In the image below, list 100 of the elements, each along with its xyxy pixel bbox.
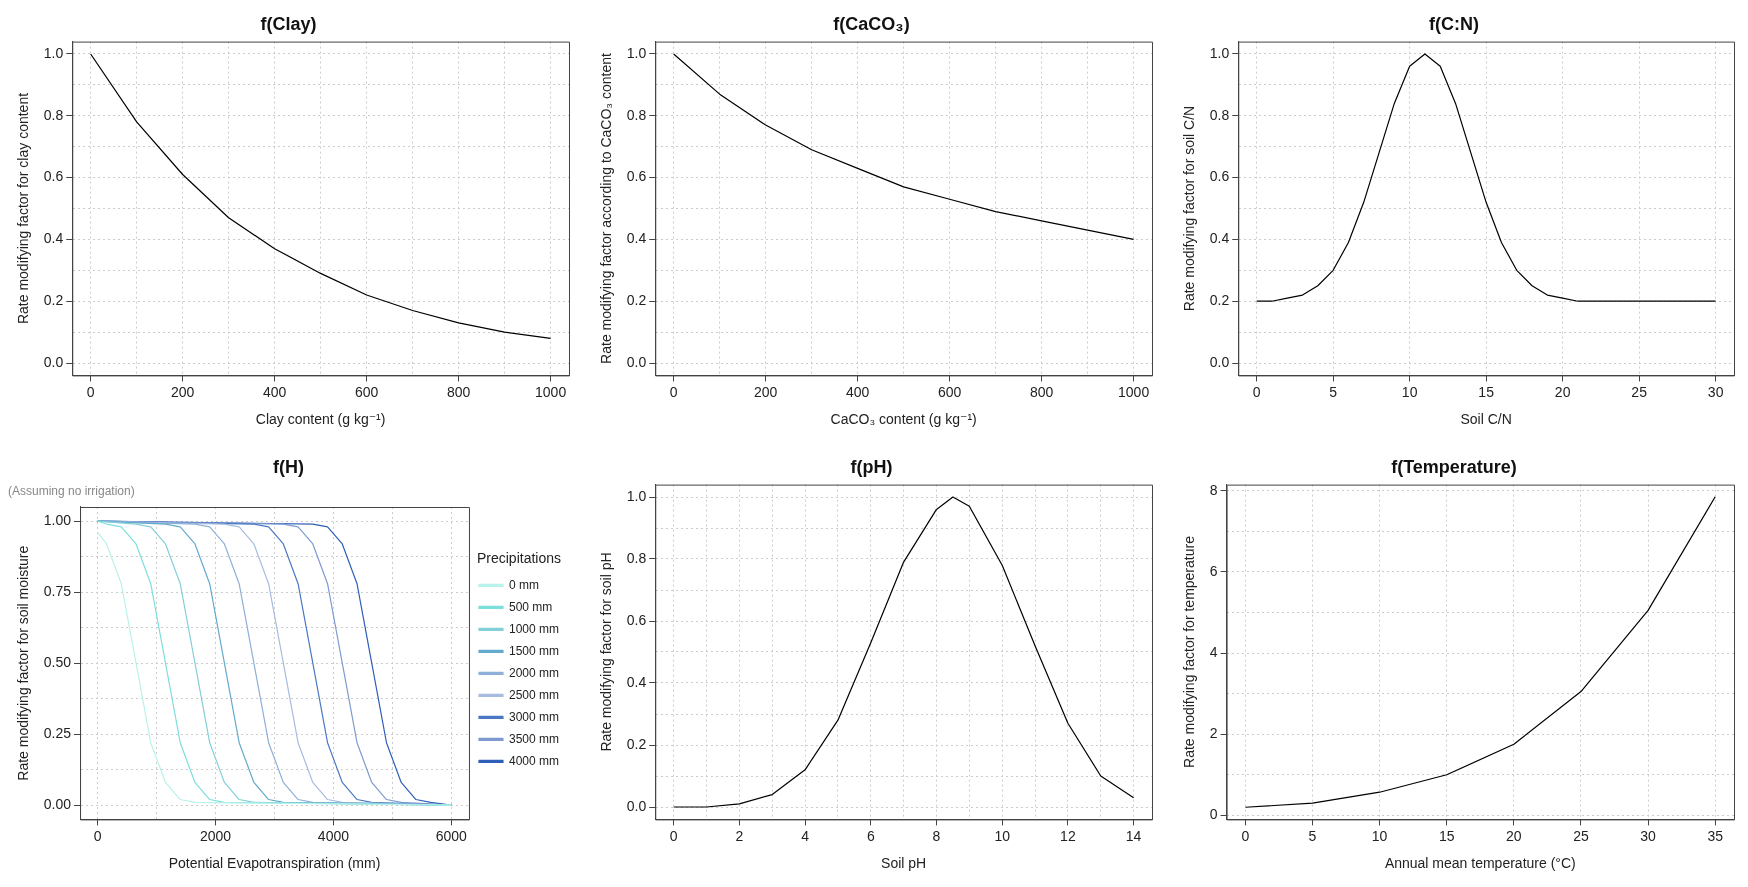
chart-title: f(Clay) [260,13,317,34]
x-tick-label: 200 [170,383,195,400]
x-tick-label: 5 [1329,383,1338,400]
y-tick-label: 8 [1209,481,1218,498]
y-tick-label: 1.0 [43,44,64,61]
x-tick-label: 30 [1640,827,1657,844]
y-tick-label: 0 [1209,806,1218,823]
x-tick-label: 6 [866,827,875,844]
x-tick-label: 2 [735,827,744,844]
x-tick-label: 8 [932,827,941,844]
x-axis-title: Soil pH [881,855,927,872]
y-tick-label: 1.0 [1209,44,1230,61]
y-tick-label: 1.00 [43,512,72,529]
y-tick-label: 0.50 [43,654,72,671]
x-axis-title: Clay content (g kg⁻¹) [255,411,386,428]
y-tick-label: 0.4 [626,230,647,247]
x-tick-label: 600 [937,383,962,400]
x-tick-label: 4000 [317,827,350,844]
x-tick-label: 6000 [435,827,468,844]
y-tick-label: 0.25 [43,725,72,742]
legend-label: 0 mm [508,577,539,592]
y-axis-title: Rate modifying factor for soil C/N [1181,105,1198,312]
x-axis-title: Potential Evapotranspiration (mm) [168,855,381,872]
x-tick-label: 25 [1631,383,1648,400]
x-tick-label: 30 [1707,383,1724,400]
x-tick-label: 10 [994,827,1011,844]
chart-title: f(pH) [850,456,893,477]
x-tick-label: 20 [1506,827,1522,844]
y-tick-label: 0.8 [1209,106,1230,123]
chart-title: f(CaCO₃) [833,13,910,34]
chart-subtitle: (Assuming no irrigation) [8,484,135,499]
x-tick-label: 0 [1252,383,1261,400]
chart-title: f(C:N) [1429,13,1479,34]
x-tick-label: 20 [1554,383,1571,400]
x-tick-label: 2000 [200,827,232,844]
x-tick-label: 800 [1029,383,1054,400]
y-axis-title: Rate modifying factor according to CaCO₃ content [598,53,615,364]
y-tick-label: 1.0 [626,487,647,504]
y-tick-label: 0.00 [43,796,72,813]
legend-label: 1500 mm [508,643,560,658]
x-tick-label: 800 [446,383,471,400]
legend-title: Precipitations [476,550,562,567]
y-tick-label: 0.2 [626,292,647,309]
chart-title: f(Temperature) [1391,456,1517,477]
y-tick-label: 0.0 [626,353,647,370]
y-tick-label: 1.0 [626,44,647,61]
x-tick-label: 1000 [535,383,567,400]
chart-title: f(H) [273,456,304,477]
x-tick-label: 200 [753,383,778,400]
y-tick-label: 0.6 [626,611,647,628]
x-tick-label: 10 [1371,827,1388,844]
x-tick-label: 14 [1125,827,1142,844]
y-axis-title: Rate modifying factor for soil pH [598,552,615,752]
y-tick-label: 0.4 [626,673,647,690]
y-axis-title: Rate modifying factor for clay content [15,92,32,325]
y-tick-label: 0.0 [1209,353,1230,370]
y-tick-label: 2 [1209,725,1218,742]
legend-label: 500 mm [508,599,553,614]
y-tick-label: 0.2 [626,735,647,752]
legend-label: 2500 mm [508,687,560,702]
x-tick-label: 4 [801,827,810,844]
y-tick-label: 0.8 [626,106,647,123]
y-tick-label: 0.0 [626,797,647,814]
x-tick-label: 15 [1478,383,1495,400]
y-tick-label: 0.2 [43,292,64,309]
y-tick-label: 0.4 [43,230,64,247]
x-tick-label: 600 [354,383,379,400]
legend-label: 3500 mm [508,731,560,746]
y-tick-label: 0.6 [626,168,647,185]
x-tick-label: 10 [1401,383,1418,400]
y-tick-label: 0.75 [43,583,72,600]
y-tick-label: 6 [1209,562,1218,579]
x-tick-label: 5 [1308,827,1317,844]
x-tick-label: 400 [845,383,870,400]
legend-label: 1000 mm [508,621,560,636]
y-axis-title: Rate modifying factor for temperature [1181,535,1198,768]
legend-label: 2000 mm [508,665,560,680]
y-tick-label: 0.2 [1209,292,1230,309]
x-tick-label: 400 [262,383,287,400]
y-tick-label: 0.0 [43,353,64,370]
x-tick-label: 0 [86,383,95,400]
x-tick-label: 35 [1707,827,1724,844]
y-tick-label: 0.8 [43,106,64,123]
y-axis-title: Rate modifying factor for soil moisture [15,545,32,781]
x-tick-label: 0 [669,383,678,400]
x-tick-label: 25 [1573,827,1589,844]
legend-label: 3000 mm [508,709,560,724]
x-axis-title: Soil C/N [1460,411,1512,428]
x-tick-label: 0 [669,827,678,844]
legend-label: 4000 mm [508,753,560,768]
x-tick-label: 15 [1438,827,1455,844]
x-axis-title: CaCO₃ content (g kg⁻¹) [830,411,977,428]
x-tick-label: 1000 [1118,383,1150,400]
x-tick-label: 12 [1060,827,1076,844]
y-tick-label: 0.6 [1209,168,1230,185]
y-tick-label: 0.8 [626,549,647,566]
x-axis-title: Annual mean temperature (°C) [1384,855,1576,872]
y-tick-label: 0.6 [43,168,64,185]
y-tick-label: 4 [1209,643,1218,660]
y-tick-label: 0.4 [1209,230,1230,247]
